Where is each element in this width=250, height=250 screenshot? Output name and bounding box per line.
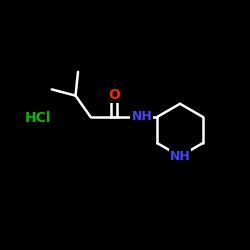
Text: NH: NH	[132, 110, 152, 124]
Text: O: O	[108, 88, 120, 102]
Text: NH: NH	[170, 150, 190, 163]
Text: HCl: HCl	[24, 110, 51, 124]
